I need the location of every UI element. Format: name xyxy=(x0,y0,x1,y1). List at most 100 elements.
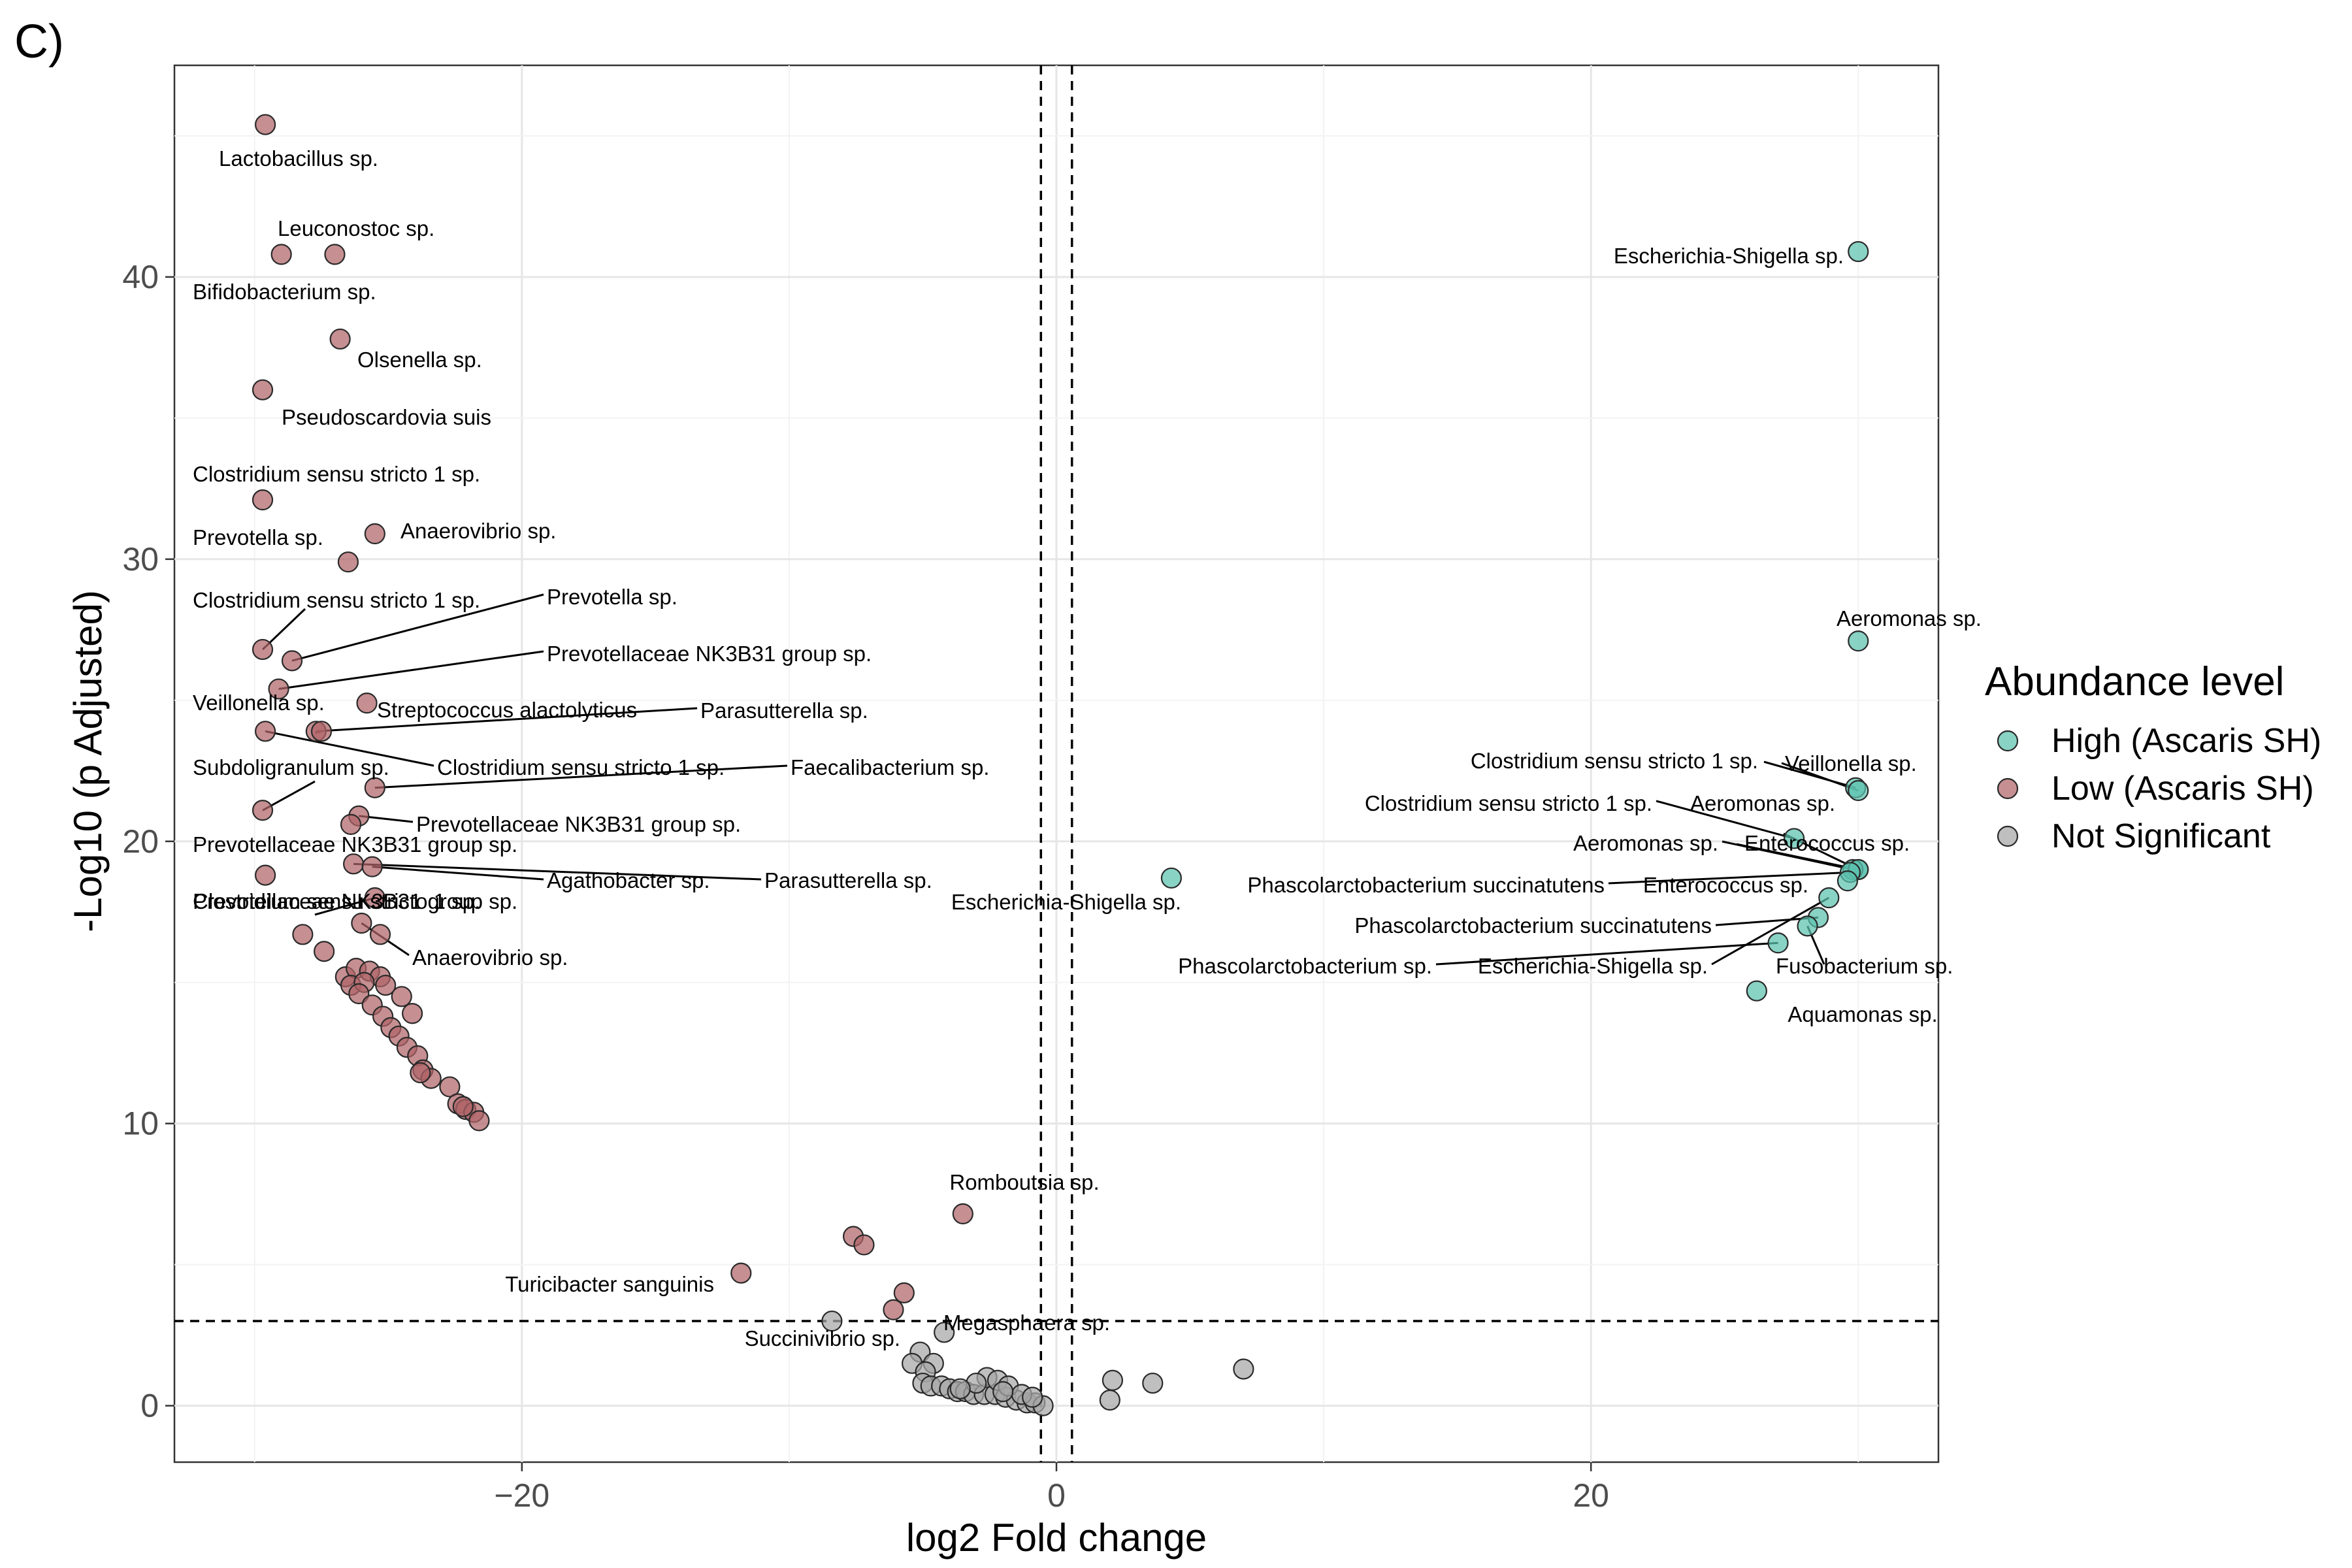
point-label: Bifidobacterium sp. xyxy=(193,280,376,304)
threshold-lines xyxy=(174,65,1938,1462)
point-label: Phascolarctobacterium sp. xyxy=(1178,954,1432,978)
data-point xyxy=(364,523,385,545)
data-point xyxy=(254,721,276,742)
data-point xyxy=(934,1322,955,1343)
point-label: Parasutterella sp. xyxy=(700,698,868,723)
label-connector xyxy=(1711,896,1830,966)
point-label: Streptococcus alactolyticus xyxy=(377,698,637,722)
point-label: Prevotellaceae NK3B31 group sp. xyxy=(193,889,517,913)
data-point xyxy=(893,1282,915,1303)
data-point xyxy=(252,379,274,400)
point-label: Prevotellaceae NK3B31 group sp. xyxy=(193,832,517,857)
x-axis-label: log2 Fold change xyxy=(906,1516,1207,1560)
data-point xyxy=(1746,980,1767,1002)
y-tick-label: 20 xyxy=(122,823,159,860)
point-labels: Succinivibrio sp. Megasphaera sp. Lactobac… xyxy=(193,146,1982,1350)
legend: Abundance level High (Ascaris SH) Low (As… xyxy=(1985,659,2321,855)
label-connector xyxy=(265,730,434,767)
point-label: Megasphaera sp. xyxy=(943,1311,1110,1335)
y-axis-label: -Log10 (p Adjusted) xyxy=(66,590,110,932)
legend-entry: Not Significant xyxy=(2051,817,2271,855)
label-connector xyxy=(1608,871,1851,885)
legend-entry: Low (Ascaris SH) xyxy=(2051,770,2314,808)
axes: −20 0 20 0 10 20 30 40 xyxy=(122,259,1609,1514)
data-point xyxy=(375,974,397,996)
data-point xyxy=(268,678,289,700)
data-point xyxy=(452,1096,474,1117)
data-point xyxy=(1848,630,1869,652)
data-point xyxy=(730,1262,752,1284)
data-point xyxy=(252,800,274,821)
point-label: Olsenella sp. xyxy=(357,348,482,372)
point-label: Aeromonas sp. xyxy=(1837,606,1982,630)
point-label: Clostridium sensu stricto 1 sp. xyxy=(1471,749,1758,773)
x-tick-label: 20 xyxy=(1573,1477,1609,1514)
data-point xyxy=(270,244,292,265)
data-point xyxy=(361,856,383,877)
data-point xyxy=(883,1299,904,1320)
data-point xyxy=(1837,870,1859,892)
legend-title: Abundance level xyxy=(1985,659,2284,704)
data-point xyxy=(391,986,412,1007)
legend-key xyxy=(1997,730,2019,752)
grid-lines xyxy=(174,65,1938,1462)
data-point xyxy=(1818,887,1840,909)
data-point xyxy=(254,864,276,886)
data-point xyxy=(992,1380,1014,1403)
point-label: Aeromonas sp. xyxy=(1690,791,1835,815)
data-point xyxy=(340,813,362,835)
point-label: Enterococcus sp. xyxy=(1744,831,1910,855)
data-point xyxy=(952,1203,973,1225)
x-tick-label: −20 xyxy=(494,1477,549,1514)
data-point xyxy=(310,721,333,742)
legend-key xyxy=(1997,777,2019,800)
point-label: Phascolarctobacterium succinatutens xyxy=(1354,913,1712,938)
point-label: Aquamonas sp. xyxy=(1788,1002,1937,1026)
point-label: Succinivibrio sp. xyxy=(745,1326,900,1350)
point-label: Clostridium sensu stricto 1 sp. xyxy=(193,889,480,913)
point-label: Escherichia-Shigella sp. xyxy=(951,890,1181,914)
data-point xyxy=(329,328,351,350)
point-label: Clostridium sensu stricto 1 sp. xyxy=(1365,791,1652,815)
y-tick-label: 10 xyxy=(122,1105,159,1142)
point-label: Aeromonas sp. xyxy=(1573,831,1718,855)
point-label: Prevotellaceae NK3B31 group sp. xyxy=(547,642,872,666)
y-tick-label: 0 xyxy=(140,1388,159,1424)
point-label: Anaerovibrio sp. xyxy=(412,945,568,970)
data-point xyxy=(369,924,391,945)
point-label: Veillonella sp. xyxy=(1785,751,1917,776)
point-label: Veillonella sp. xyxy=(193,691,325,715)
point-label: Anaerovibrio sp. xyxy=(400,519,556,543)
point-label: Prevotellaceae NK3B31 group sp. xyxy=(416,812,741,836)
data-point xyxy=(252,489,274,511)
data-point xyxy=(364,777,385,798)
data-point xyxy=(1783,828,1805,849)
label-connector xyxy=(374,764,788,789)
data-point xyxy=(853,1234,875,1256)
data-point xyxy=(351,912,372,934)
point-label: Clostridium sensu stricto 1 sp. xyxy=(193,588,480,612)
point-label: Clostridium sensu stricto 1 sp. xyxy=(193,462,480,486)
point-label: Leuconostoc sp. xyxy=(278,216,434,240)
data-point xyxy=(1848,779,1869,802)
data-point xyxy=(342,853,365,875)
data-point xyxy=(821,1310,843,1332)
data-point xyxy=(439,1076,461,1098)
point-label: Enterococcus sp. xyxy=(1643,873,1808,897)
point-label: Escherichia-Shigella sp. xyxy=(1614,244,1844,268)
data-point xyxy=(1099,1389,1120,1411)
point-label: Subdoligranulum sp. xyxy=(193,755,389,779)
data-point xyxy=(1797,915,1818,937)
data-point xyxy=(252,638,274,661)
data-point xyxy=(324,244,346,265)
label-connector xyxy=(1656,800,1795,840)
label-connector xyxy=(372,866,544,881)
label-connector xyxy=(278,650,544,691)
point-label: Romboutsia sp. xyxy=(949,1170,1099,1194)
point-label: Fusobacterium sp. xyxy=(1776,954,1953,978)
point-label: Turicibacter sanguinis xyxy=(505,1272,714,1296)
point-label: Faecalibacterium sp. xyxy=(791,755,989,779)
x-tick-label: 0 xyxy=(1047,1477,1066,1514)
data-points xyxy=(252,114,1869,1416)
